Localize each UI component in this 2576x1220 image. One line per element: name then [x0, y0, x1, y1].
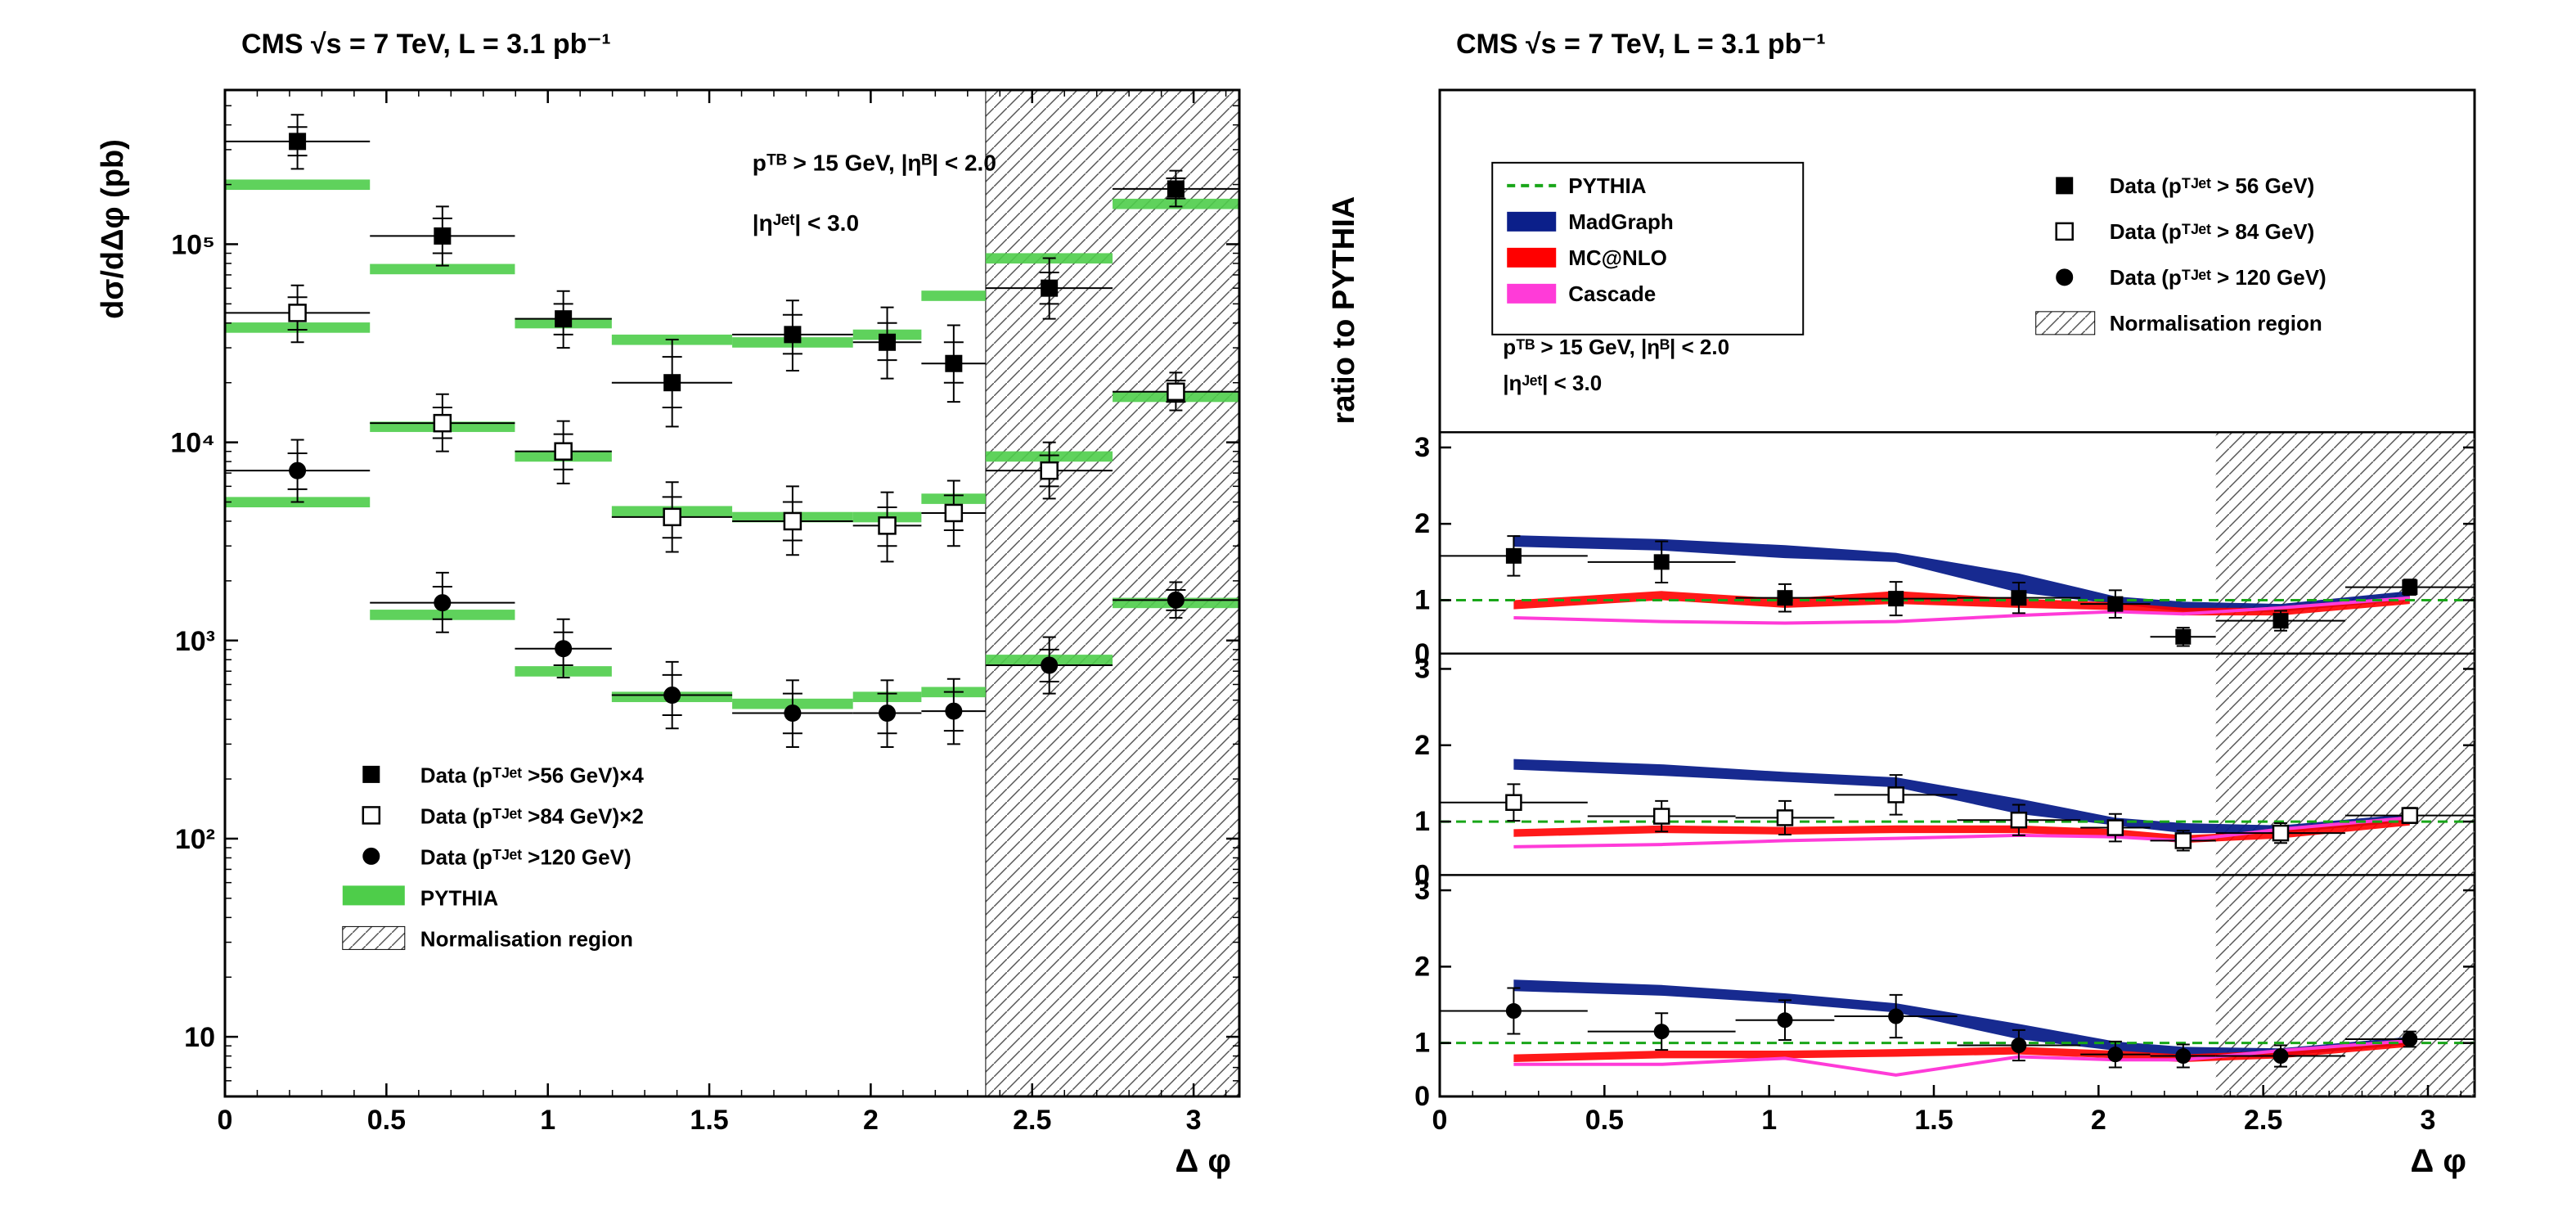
svg-text:0.5: 0.5 [1585, 1105, 1623, 1136]
svg-text:dσ/dΔφ (pb): dσ/dΔφ (pb) [96, 139, 130, 319]
svg-text:10³: 10³ [174, 626, 214, 657]
svg-text:ratio to PYTHIA: ratio to PYTHIA [1327, 196, 1361, 425]
svg-text:Data (pᵀᴶᵉᵗ >120 GeV): Data (pᵀᴶᵉᵗ >120 GeV) [420, 844, 631, 869]
svg-text:pᵀᴮ > 15 GeV, |ηᴮ| < 2.0: pᵀᴮ > 15 GeV, |ηᴮ| < 2.0 [1503, 335, 1729, 359]
svg-text:1: 1 [1414, 584, 1430, 615]
svg-text:Normalisation region: Normalisation region [2109, 311, 2322, 335]
figure-container: CMS √s = 7 TeV, L = 3.1 pb⁻¹ 0 0.5 1 1.5 2 2.5… [16, 16, 2560, 1186]
svg-text:2: 2 [2090, 1105, 2106, 1136]
svg-text:1: 1 [1414, 806, 1430, 837]
svg-text:0: 0 [1414, 859, 1430, 890]
svg-text:Data (pᵀᴶᵉᵗ > 84 GeV): Data (pᵀᴶᵉᵗ > 84 GeV) [2109, 219, 2314, 244]
svg-text:Data (pᵀᴶᵉᵗ > 120 GeV): Data (pᵀᴶᵉᵗ > 120 GeV) [2109, 265, 2326, 290]
svg-text:10⁴: 10⁴ [170, 428, 215, 459]
svg-text:0: 0 [1432, 1105, 1447, 1136]
svg-text:Data (pᵀᴶᵉᵗ >56 GeV)×4: Data (pᵀᴶᵉᵗ >56 GeV)×4 [420, 763, 644, 787]
svg-text:1: 1 [1414, 1028, 1430, 1059]
svg-text:3: 3 [1414, 432, 1430, 463]
svg-text:CMS √s = 7 TeV, L = 3.1 pb⁻¹: CMS √s = 7 TeV, L = 3.1 pb⁻¹ [1456, 29, 1826, 60]
svg-text:Cascade: Cascade [1568, 281, 1656, 306]
svg-text:0: 0 [1414, 638, 1430, 669]
svg-text:10: 10 [184, 1022, 215, 1053]
svg-text:MC@NLO: MC@NLO [1568, 245, 1667, 270]
svg-text:2: 2 [862, 1105, 878, 1136]
svg-text:1: 1 [540, 1105, 555, 1136]
svg-text:3: 3 [1185, 1105, 1201, 1136]
right-panel: CMS √s = 7 TeV, L = 3.1 pb⁻¹ ratio to PYT… [1313, 16, 2499, 1186]
svg-text:MadGraph: MadGraph [1568, 209, 1674, 234]
svg-text:pᵀᴮ > 15 GeV, |ηᴮ| < 2.0: pᵀᴮ > 15 GeV, |ηᴮ| < 2.0 [752, 150, 996, 175]
svg-text:10⁵: 10⁵ [171, 229, 215, 260]
svg-text:0: 0 [1414, 1081, 1430, 1112]
svg-text:|ηᴶᵉᵗ| < 3.0: |ηᴶᵉᵗ| < 3.0 [752, 210, 858, 236]
left-plot-svg: CMS √s = 7 TeV, L = 3.1 pb⁻¹ 0 0.5 1 1.5 2 2.5… [78, 16, 1264, 1186]
svg-text:PYTHIA: PYTHIA [1568, 173, 1647, 198]
svg-text:10²: 10² [174, 824, 214, 855]
svg-text:2.5: 2.5 [1013, 1105, 1051, 1136]
svg-text:Δ φ: Δ φ [1175, 1143, 1230, 1179]
svg-text:0.5: 0.5 [366, 1105, 405, 1136]
svg-text:2.5: 2.5 [2244, 1105, 2282, 1136]
svg-text:CMS √s = 7 TeV, L = 3.1 pb⁻¹: CMS √s = 7 TeV, L = 3.1 pb⁻¹ [241, 29, 611, 60]
svg-text:2: 2 [1414, 730, 1430, 761]
svg-text:3: 3 [2420, 1105, 2435, 1136]
svg-text:Δ φ: Δ φ [2410, 1143, 2466, 1179]
svg-text:Data (pᵀᴶᵉᵗ >84 GeV)×2: Data (pᵀᴶᵉᵗ >84 GeV)×2 [420, 804, 643, 828]
right-plot-svg: CMS √s = 7 TeV, L = 3.1 pb⁻¹ ratio to PYT… [1313, 16, 2499, 1186]
svg-text:PYTHIA: PYTHIA [420, 885, 498, 910]
svg-text:1: 1 [1761, 1105, 1777, 1136]
left-panel: CMS √s = 7 TeV, L = 3.1 pb⁻¹ 0 0.5 1 1.5 2 2.5… [78, 16, 1264, 1186]
svg-text:Normalisation region: Normalisation region [420, 926, 632, 951]
svg-text:1.5: 1.5 [1914, 1105, 1953, 1136]
svg-text:2: 2 [1414, 508, 1430, 539]
svg-text:0: 0 [217, 1105, 232, 1136]
svg-text:2: 2 [1414, 951, 1430, 982]
svg-text:1.5: 1.5 [690, 1105, 728, 1136]
svg-text:|ηᴶᵉᵗ| < 3.0: |ηᴶᵉᵗ| < 3.0 [1503, 371, 1602, 395]
svg-text:Data (pᵀᴶᵉᵗ > 56 GeV): Data (pᵀᴶᵉᵗ > 56 GeV) [2109, 173, 2314, 198]
